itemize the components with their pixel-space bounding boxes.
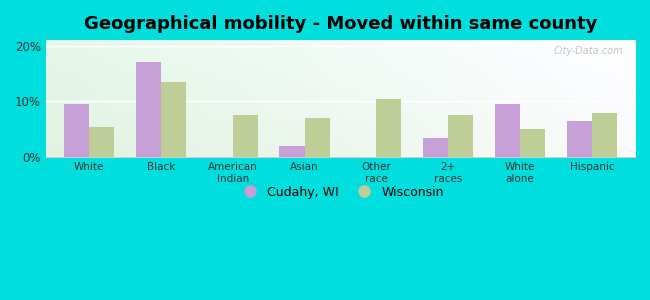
Bar — [567, 121, 592, 157]
Bar — [233, 116, 258, 157]
Bar — [304, 118, 330, 157]
Bar — [376, 99, 402, 157]
Bar — [89, 127, 114, 157]
Text: City-Data.com: City-Data.com — [554, 46, 623, 56]
Bar — [280, 146, 304, 157]
Title: Geographical mobility - Moved within same county: Geographical mobility - Moved within sam… — [84, 15, 597, 33]
Bar — [136, 62, 161, 157]
Bar — [423, 138, 448, 157]
Bar — [448, 116, 473, 157]
Bar — [520, 129, 545, 157]
Bar — [161, 82, 186, 157]
Bar — [592, 113, 617, 157]
Legend: Cudahy, WI, Wisconsin: Cudahy, WI, Wisconsin — [232, 181, 448, 204]
Bar — [495, 104, 520, 157]
Bar — [64, 104, 89, 157]
